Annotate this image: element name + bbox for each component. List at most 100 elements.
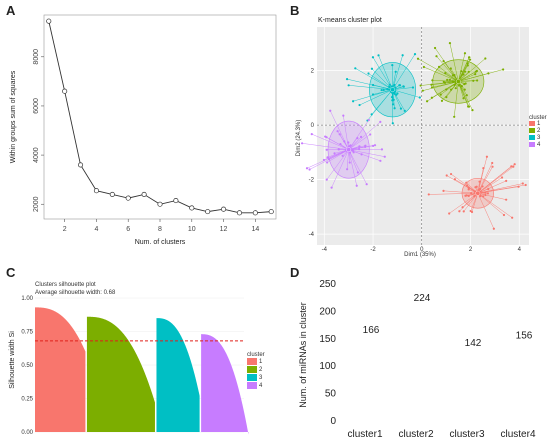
kmeans-point bbox=[453, 73, 456, 77]
cluster-size-chart: Num. of miRNAs in cluster 0 50 100 150 200 25… bbox=[298, 279, 536, 440]
kmeans-point bbox=[463, 52, 467, 55]
kmeans-point bbox=[505, 179, 508, 182]
kmeans-point bbox=[305, 167, 309, 170]
kmeans-spoke bbox=[326, 149, 349, 180]
kmeans-legend-swatch bbox=[529, 142, 535, 147]
kmeans-point bbox=[479, 187, 482, 191]
kmeans-point bbox=[431, 79, 434, 82]
elbow-data-point bbox=[125, 195, 131, 201]
kmeans-spoke bbox=[477, 180, 507, 194]
kmeans-spoke bbox=[348, 134, 371, 150]
cluster-size-y-tick-label: 150 bbox=[319, 334, 336, 345]
kmeans-point bbox=[380, 148, 384, 151]
kmeans-spoke bbox=[458, 70, 478, 82]
kmeans-spoke bbox=[348, 137, 358, 150]
cluster-size-value-label: 156 bbox=[516, 331, 533, 342]
kmeans-spoke bbox=[458, 81, 473, 111]
kmeans-spoke bbox=[477, 193, 507, 200]
kmeans-point bbox=[352, 151, 355, 154]
kmeans-point bbox=[485, 155, 489, 158]
kmeans-point bbox=[336, 130, 339, 133]
kmeans-point bbox=[502, 68, 505, 71]
kmeans-point bbox=[326, 156, 329, 159]
elbow-y-tick-label: 4000 bbox=[33, 147, 40, 163]
kmeans-point bbox=[398, 84, 401, 87]
kmeans-spoke bbox=[327, 149, 349, 158]
kmeans-point bbox=[467, 188, 470, 191]
kmeans-spoke bbox=[348, 85, 393, 90]
kmeans-point bbox=[453, 178, 456, 181]
kmeans-point bbox=[348, 145, 351, 148]
kmeans-point bbox=[505, 198, 508, 201]
kmeans-point bbox=[449, 88, 453, 91]
silhouette-cluster-bars bbox=[201, 334, 249, 435]
kmeans-spoke bbox=[431, 81, 459, 88]
elbow-data-point bbox=[109, 191, 115, 197]
kmeans-point bbox=[475, 185, 478, 188]
cluster-size-value-label: 142 bbox=[465, 338, 482, 349]
cluster-size-y-tick-label: 0 bbox=[330, 416, 336, 427]
kmeans-point bbox=[370, 67, 374, 70]
elbow-x-tick-label: 4 bbox=[94, 226, 98, 233]
kmeans-point bbox=[464, 70, 467, 73]
kmeans-spoke bbox=[348, 146, 366, 150]
kmeans-cluster-center bbox=[390, 87, 395, 93]
kmeans-spoke bbox=[325, 136, 349, 150]
kmeans-point bbox=[444, 72, 447, 75]
cluster-size-y-tick-label: 200 bbox=[319, 306, 336, 317]
kmeans-spoke bbox=[311, 133, 349, 150]
kmeans-point bbox=[416, 57, 420, 60]
elbow-x-tick-label: 8 bbox=[158, 226, 162, 233]
kmeans-point bbox=[391, 99, 394, 102]
kmeans-point bbox=[393, 83, 396, 87]
kmeans-point bbox=[454, 87, 457, 90]
silhouette-legend-swatch bbox=[247, 382, 257, 389]
kmeans-point bbox=[448, 78, 451, 81]
kmeans-point bbox=[371, 144, 375, 147]
kmeans-spoke bbox=[392, 53, 416, 90]
kmeans-point bbox=[383, 155, 386, 158]
kmeans-point bbox=[310, 133, 313, 136]
kmeans-point bbox=[521, 182, 524, 185]
kmeans-point bbox=[437, 65, 441, 68]
kmeans-spoke bbox=[458, 81, 469, 107]
elbow-data-point bbox=[62, 88, 68, 94]
silhouette-cluster-bars bbox=[156, 318, 200, 432]
kmeans-point bbox=[475, 69, 479, 73]
silhouette-legend-label: 3 bbox=[259, 375, 263, 381]
kmeans-plot-ylabel: Dim2 (24.3%) bbox=[296, 120, 302, 157]
kmeans-y-tick-label: -4 bbox=[309, 232, 315, 238]
kmeans-point bbox=[421, 89, 424, 92]
kmeans-legend-title: cluster bbox=[529, 115, 547, 121]
silhouette-legend-label: 2 bbox=[259, 367, 263, 373]
kmeans-spoke bbox=[428, 193, 478, 195]
elbow-data-point bbox=[157, 201, 163, 207]
kmeans-spoke bbox=[371, 89, 393, 115]
kmeans-point bbox=[464, 194, 467, 197]
kmeans-point bbox=[449, 67, 452, 70]
kmeans-point bbox=[367, 118, 370, 122]
elbow-data-point bbox=[221, 206, 227, 212]
kmeans-point bbox=[478, 180, 481, 183]
kmeans-point bbox=[300, 142, 304, 145]
kmeans-point bbox=[356, 137, 359, 140]
elbow-data-point bbox=[268, 209, 274, 215]
kmeans-point bbox=[465, 181, 468, 184]
kmeans-plot-xlabel: Dim1 (35%) bbox=[404, 252, 436, 258]
kmeans-point bbox=[476, 79, 479, 82]
kmeans-point bbox=[449, 172, 453, 176]
kmeans-point bbox=[469, 209, 472, 213]
kmeans-point bbox=[433, 46, 437, 50]
kmeans-point bbox=[370, 113, 373, 116]
kmeans-cluster-center bbox=[475, 190, 481, 196]
elbow-x-tick-label: 14 bbox=[251, 226, 259, 233]
kmeans-point bbox=[427, 193, 430, 196]
cluster-size-category-label: cluster3 bbox=[449, 429, 484, 440]
kmeans-point bbox=[348, 161, 351, 164]
silhouette-legend-swatch bbox=[247, 374, 257, 381]
cluster-size-category-label: cluster2 bbox=[398, 429, 433, 440]
cluster-size-y-tick-label: 50 bbox=[325, 389, 337, 400]
kmeans-point bbox=[333, 152, 336, 155]
panel-letter-d: D bbox=[290, 265, 300, 280]
kmeans-point bbox=[403, 109, 406, 112]
